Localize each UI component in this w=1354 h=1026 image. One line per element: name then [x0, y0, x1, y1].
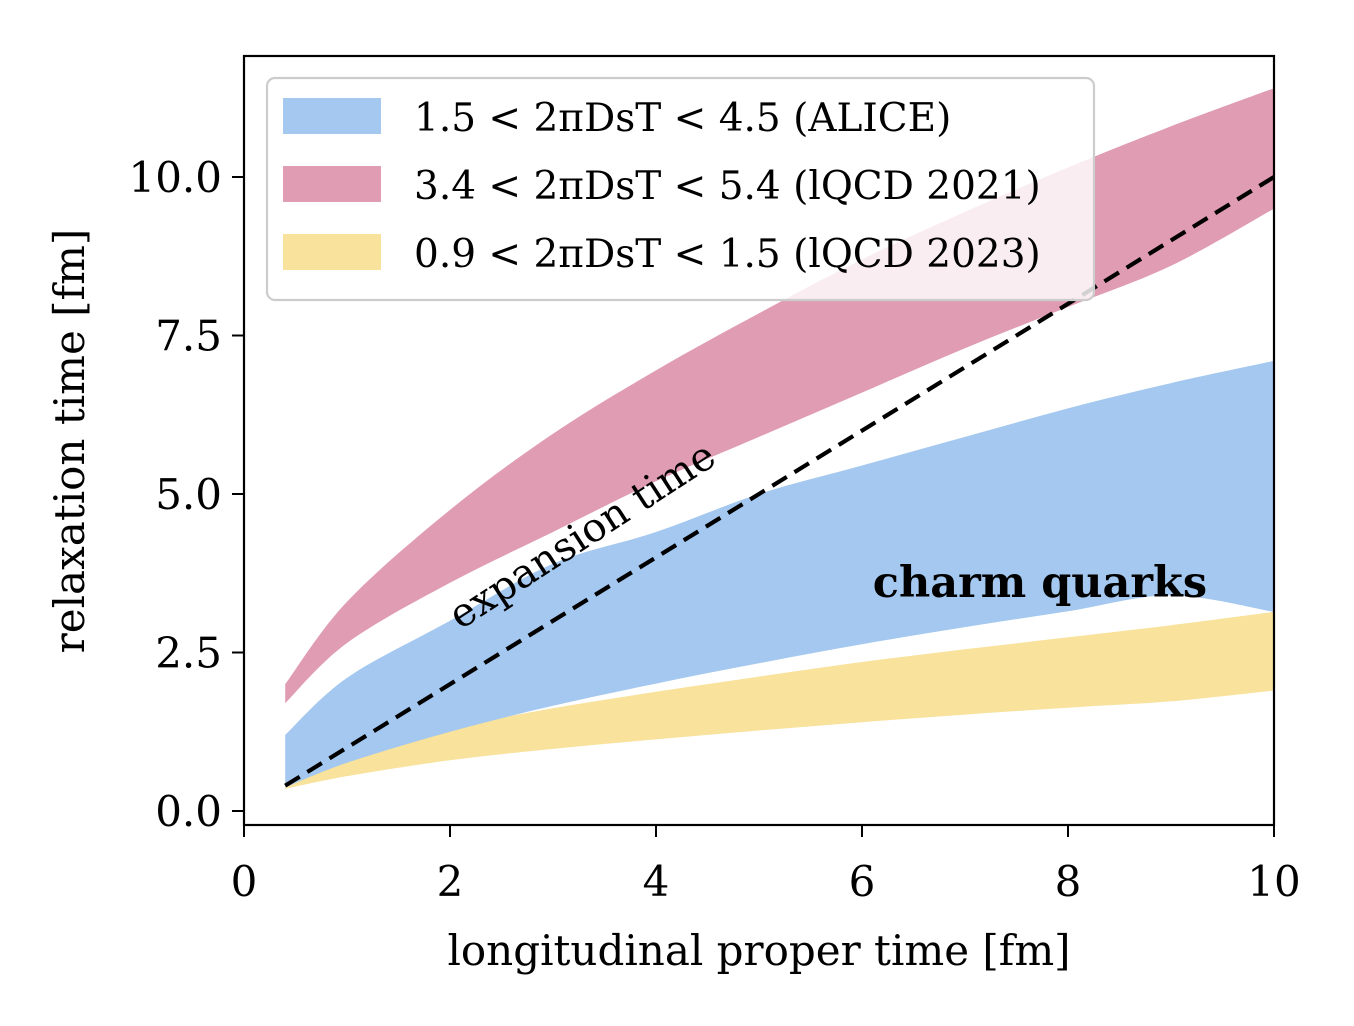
- y-tick-label: 0.0: [155, 787, 222, 836]
- x-axis-label: longitudinal proper time [fm]: [447, 926, 1070, 975]
- x-tick-label: 6: [849, 857, 876, 906]
- reference-line-layer: [284, 175, 1274, 788]
- y-tick-label: 5.0: [155, 470, 222, 519]
- x-tick-label: 8: [1055, 857, 1082, 906]
- legend: 1.5 < 2πDsT < 4.5 (ALICE) 3.4 < 2πDsT < 5…: [265, 76, 1096, 302]
- legend-box: [265, 76, 1096, 302]
- plot-frame: [242, 54, 1276, 827]
- band-alice: [285, 360, 1274, 788]
- annotation-charm-quarks: charm quarks: [873, 558, 1207, 608]
- y-tick-label: 10.0: [128, 153, 222, 202]
- legend-swatch-alice: [283, 98, 381, 134]
- legend-swatch-lqcd-2021: [283, 166, 381, 202]
- x-axis: 0 2 4 6 8 10: [231, 825, 1301, 906]
- band-lqcd-2023: [285, 611, 1274, 789]
- y-tick-label: 2.5: [155, 629, 222, 678]
- y-axis-label: relaxation time [fm]: [45, 229, 94, 654]
- x-tick-label: 4: [643, 857, 670, 906]
- y-axis: 0.0 2.5 5.0 7.5 10.0: [128, 153, 244, 836]
- x-tick-label: 2: [437, 857, 464, 906]
- legend-swatch-lqcd-2023: [283, 234, 381, 270]
- expansion-time-line: [284, 175, 1274, 788]
- legend-label-alice: 1.5 < 2πDsT < 4.5 (ALICE): [414, 96, 951, 141]
- y-tick-label: 7.5: [155, 312, 222, 361]
- x-tick-label: 10: [1247, 857, 1300, 906]
- legend-label-lqcd-2023: 0.9 < 2πDsT < 1.5 (lQCD 2023): [414, 232, 1041, 277]
- legend-label-lqcd-2021: 3.4 < 2πDsT < 5.4 (lQCD 2021): [414, 164, 1041, 209]
- x-tick-label: 0: [231, 857, 258, 906]
